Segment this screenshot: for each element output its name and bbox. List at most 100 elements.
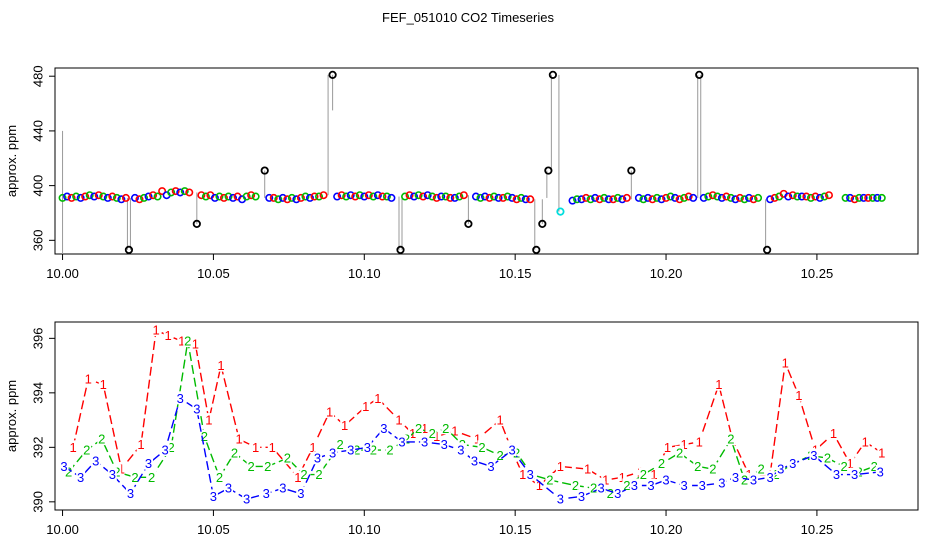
series-label-backdrop	[638, 467, 648, 481]
data-point-series-2	[287, 193, 296, 202]
data-point-series-1	[675, 195, 684, 204]
data-point-series-1	[526, 195, 535, 204]
data-point-series-2	[441, 192, 450, 201]
data-point-series-3	[333, 192, 342, 201]
series-marker-label: 3	[60, 459, 67, 474]
series-label-backdrop	[441, 421, 451, 435]
data-point-series-2	[99, 192, 108, 201]
series-marker-label: 3	[750, 473, 757, 488]
data-point-series-1	[811, 192, 820, 201]
data-point-series-1	[197, 191, 206, 200]
outlier-point	[763, 245, 772, 254]
series-label-backdrop	[427, 426, 437, 440]
series-label-backdrop	[83, 372, 93, 386]
series-marker-label: 2	[284, 451, 291, 466]
series-label-backdrop	[190, 336, 200, 350]
data-point-series-2	[476, 193, 485, 202]
series-label-backdrop	[877, 445, 887, 459]
series-label-backdrop	[780, 355, 790, 369]
series-marker-label: 2	[871, 459, 878, 474]
data-point-series-1	[446, 193, 455, 202]
data-point-series-1	[864, 193, 873, 202]
series-marker-label: 1	[178, 334, 185, 349]
series-label-backdrop	[456, 443, 466, 457]
outlier-point	[548, 70, 557, 79]
series-marker-label: 2	[201, 429, 208, 444]
series-marker-label: 1	[269, 440, 276, 455]
series-marker-label: 2	[184, 334, 191, 349]
data-point-series-1	[735, 193, 744, 202]
series-label-backdrop	[328, 445, 338, 459]
data-point-series-3	[568, 196, 577, 205]
series-label-backdrop	[477, 440, 487, 454]
series-label-backdrop	[450, 423, 460, 437]
series-marker-label: 2	[353, 443, 360, 458]
series-marker-label: 1	[519, 467, 526, 482]
series-label-backdrop	[507, 443, 517, 457]
data-point-series-3	[784, 192, 793, 201]
series-label-backdrop	[518, 467, 528, 481]
data-point-series-2	[301, 192, 310, 201]
series-label-backdrop	[439, 437, 449, 451]
series-label-backdrop	[263, 459, 273, 473]
series-marker-label: 3	[777, 462, 784, 477]
data-point-series-1	[219, 193, 228, 202]
series-marker-label: 1	[602, 473, 609, 488]
series-label-backdrop	[296, 486, 306, 500]
data-point-series-3	[176, 188, 185, 197]
data-point-series-2	[586, 195, 595, 204]
data-point-series-2	[85, 191, 94, 200]
outlier-point	[538, 219, 547, 229]
series-label-backdrop	[869, 459, 879, 473]
series-label-backdrop	[697, 478, 707, 492]
data-point-series-3	[508, 193, 517, 202]
series-label-backdrop	[160, 443, 170, 457]
data-point-series-2	[793, 192, 802, 201]
series-marker-label: 3	[441, 437, 448, 452]
data-point-series-3	[521, 195, 530, 204]
series-marker-label: 3	[509, 443, 516, 458]
data-point-series-2	[490, 192, 499, 201]
data-point-series-2	[167, 188, 176, 197]
series-marker-label: 1	[862, 434, 869, 449]
series-marker-label: 1	[205, 413, 212, 428]
data-point-series-1	[283, 195, 292, 204]
series-label-backdrop	[829, 426, 839, 440]
data-point-series-2	[868, 193, 877, 202]
data-point-series-3	[63, 192, 72, 201]
series-marker-label: 3	[598, 481, 605, 496]
data-point-series-2	[503, 192, 512, 201]
data-point-series-1	[108, 192, 117, 201]
series-marker-label: 2	[623, 478, 630, 493]
data-point-series-3	[731, 195, 740, 204]
data-point-series-3	[471, 192, 480, 201]
series-label-backdrop	[693, 459, 703, 473]
y-tick-label: 392	[30, 436, 45, 458]
series-label-backdrop	[299, 467, 309, 481]
series-label-backdrop	[116, 462, 126, 476]
series-marker-label: 3	[457, 443, 464, 458]
data-point-series-1	[770, 193, 779, 202]
series-label-backdrop	[679, 478, 689, 492]
series-label-backdrop	[495, 448, 505, 462]
data-point-series-2	[740, 195, 749, 204]
series-label-backdrop	[420, 434, 430, 448]
y-tick-label: 390	[30, 491, 45, 513]
series-marker-label: 1	[326, 404, 333, 419]
series-label-backdrop	[130, 470, 140, 484]
data-point-series-1	[121, 193, 130, 202]
data-point-series-3	[815, 193, 824, 202]
series-marker-label: 3	[225, 481, 232, 496]
series-marker-label: 2	[546, 473, 553, 488]
data-point-series-1	[512, 195, 521, 204]
series-marker-label: 3	[681, 478, 688, 493]
data-point-series-2	[877, 193, 886, 202]
x-tick-label: 10.25	[801, 266, 834, 281]
series-marker-label: 2	[607, 486, 614, 501]
series-label-backdrop	[726, 432, 736, 446]
data-point-series-1	[81, 192, 90, 201]
series-marker-label: 3	[471, 453, 478, 468]
top-spike-lines	[62, 74, 767, 254]
series-label-backdrop	[839, 459, 849, 473]
